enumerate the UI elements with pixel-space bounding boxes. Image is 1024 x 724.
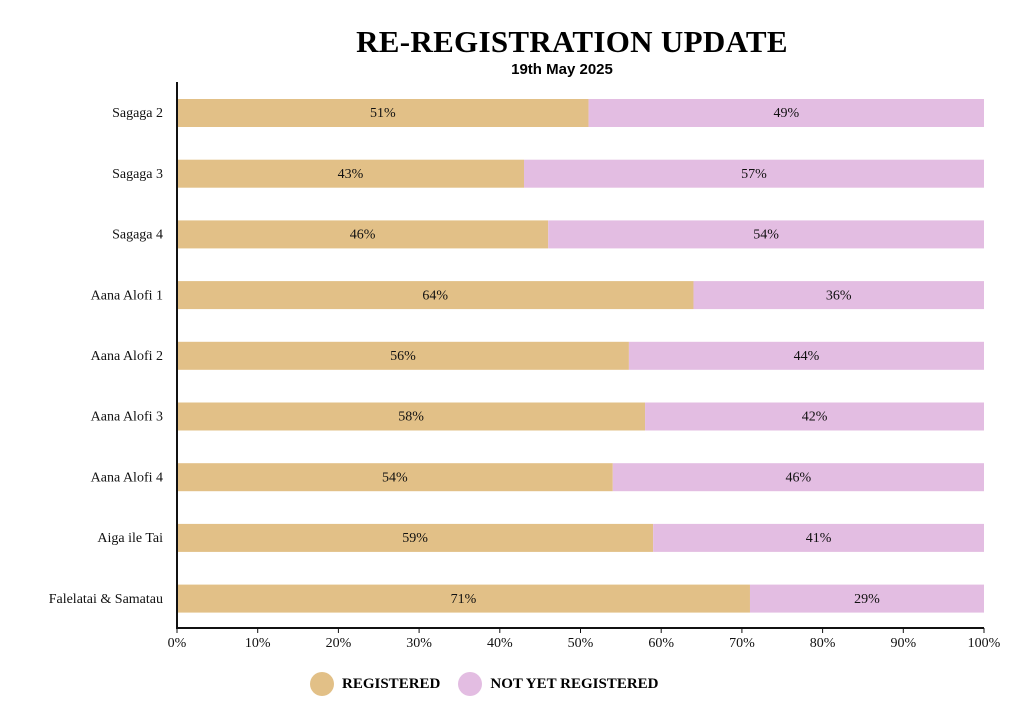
bar-registered [177, 220, 549, 249]
data-label: 54% [753, 228, 779, 243]
bar-not-registered [628, 341, 984, 370]
data-label: 43% [338, 167, 364, 182]
bar-not-registered [653, 523, 984, 552]
bar-not-registered [693, 281, 984, 310]
legend-label-not-registered: NOT YET REGISTERED [490, 675, 659, 692]
data-label: 41% [806, 531, 832, 546]
data-label: 71% [451, 592, 477, 607]
x-tick-label: 50% [568, 636, 594, 651]
x-tick-label: 0% [168, 636, 187, 651]
legend-item-registered: REGISTERED [310, 672, 440, 696]
x-tick-label: 100% [968, 636, 1001, 651]
bar-not-registered [612, 463, 984, 492]
chart-title: RE-REGISTRATION UPDATE [356, 24, 788, 59]
category-label: Aana Alofi 2 [91, 349, 163, 364]
legend-swatch-registered [310, 672, 334, 696]
x-tick-label: 90% [890, 636, 916, 651]
bar-registered [177, 463, 613, 492]
category-label: Aiga ile Tai [97, 531, 163, 546]
data-label: 57% [741, 167, 767, 182]
bar-registered [177, 281, 694, 310]
bar-not-registered [645, 402, 984, 431]
data-label: 51% [370, 106, 396, 121]
data-label: 58% [398, 410, 424, 425]
x-tick-label: 30% [406, 636, 432, 651]
bar-registered [177, 99, 589, 127]
x-tick-label: 40% [487, 636, 513, 651]
chart-legend: REGISTERED NOT YET REGISTERED [310, 672, 677, 696]
bar-not-registered [524, 159, 984, 188]
data-label: 49% [773, 106, 799, 121]
bar-registered [177, 159, 525, 188]
category-label: Aana Alofi 4 [91, 470, 163, 485]
x-tick-label: 60% [648, 636, 674, 651]
data-label: 46% [786, 470, 812, 485]
legend-label-registered: REGISTERED [342, 675, 441, 692]
category-label: Aana Alofi 1 [91, 288, 163, 303]
bar-registered [177, 402, 646, 431]
legend-swatch-not-registered [458, 672, 483, 696]
x-tick-label: 10% [245, 636, 271, 651]
data-label: 56% [390, 349, 416, 364]
bar-not-registered [749, 584, 984, 613]
x-tick-label: 20% [326, 636, 352, 651]
bar-registered [177, 341, 629, 370]
category-label: Aana Alofi 3 [91, 410, 163, 425]
bar-registered [177, 584, 750, 613]
bar-registered [177, 523, 654, 552]
chart-subtitle: 19th May 2025 [511, 61, 613, 78]
data-label: 64% [422, 288, 448, 303]
bar-not-registered [548, 220, 984, 249]
category-label: Sagaga 2 [112, 106, 163, 121]
data-label: 44% [794, 349, 820, 364]
data-label: 29% [854, 592, 880, 607]
category-label: Sagaga 4 [112, 228, 163, 243]
bar-not-registered [588, 99, 984, 127]
category-label: Sagaga 3 [112, 167, 163, 182]
category-label: Falelatai & Samatau [49, 592, 163, 607]
x-tick-label: 80% [810, 636, 836, 651]
data-label: 59% [402, 531, 428, 546]
data-label: 36% [826, 288, 852, 303]
x-tick-label: 70% [729, 636, 755, 651]
data-label: 46% [350, 228, 376, 243]
data-label: 54% [382, 470, 408, 485]
data-label: 42% [802, 410, 828, 425]
legend-item-not-registered: NOT YET REGISTERED [458, 672, 659, 696]
